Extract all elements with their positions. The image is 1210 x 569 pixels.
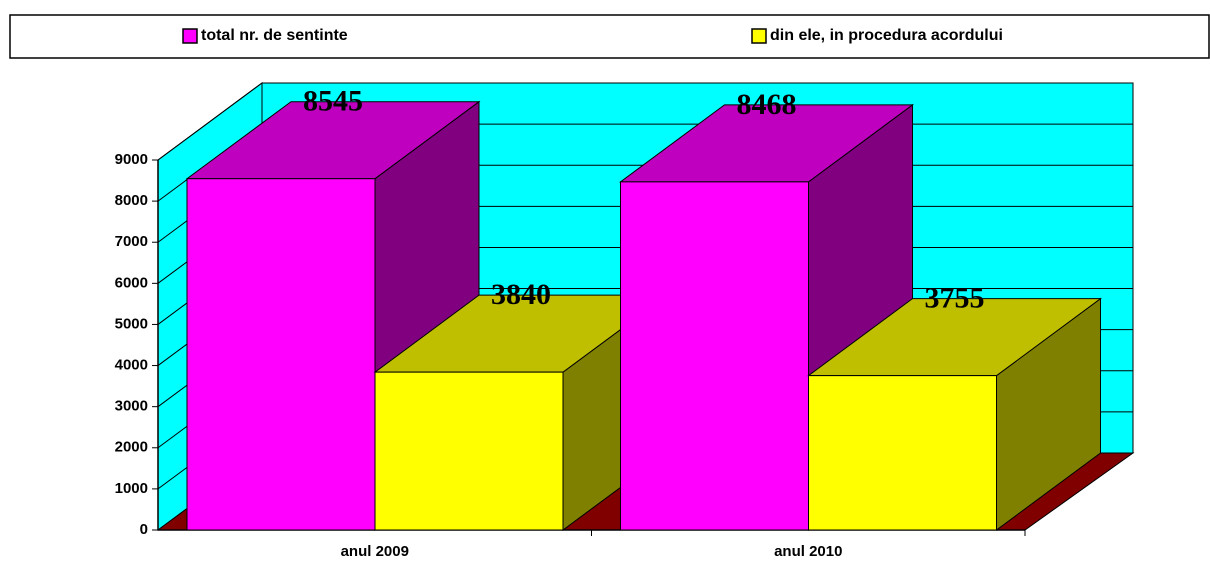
y-tick-label: 1000 [115,480,148,497]
value-label: 3840 [491,278,551,311]
legend-swatch [751,28,767,44]
y-tick-label: 9000 [115,151,148,168]
y-tick-label: 2000 [115,439,148,456]
y-tick-label: 6000 [115,274,148,291]
bar [186,178,376,531]
x-tick-label: anul 2010 [774,543,842,560]
value-label: 8545 [303,85,363,118]
x-tick-label: anul 2009 [341,543,409,560]
legend-label: din ele, in procedura acordului [770,27,1003,44]
bar [808,375,997,531]
y-tick-label: 8000 [115,192,148,209]
value-label: 8468 [737,88,797,121]
y-tick-label: 0 [140,521,148,538]
grid-line [157,82,263,161]
legend-label: total nr. de sentinte [201,27,348,44]
bar [374,371,564,531]
y-tick-label: 7000 [115,233,148,250]
y-tick-label: 4000 [115,357,148,374]
y-tick-label: 5000 [115,315,148,332]
legend-box [9,14,1210,59]
legend-swatch [182,28,198,44]
y-tick-label: 3000 [115,398,148,415]
value-label: 3755 [925,282,985,315]
bar [620,181,809,531]
